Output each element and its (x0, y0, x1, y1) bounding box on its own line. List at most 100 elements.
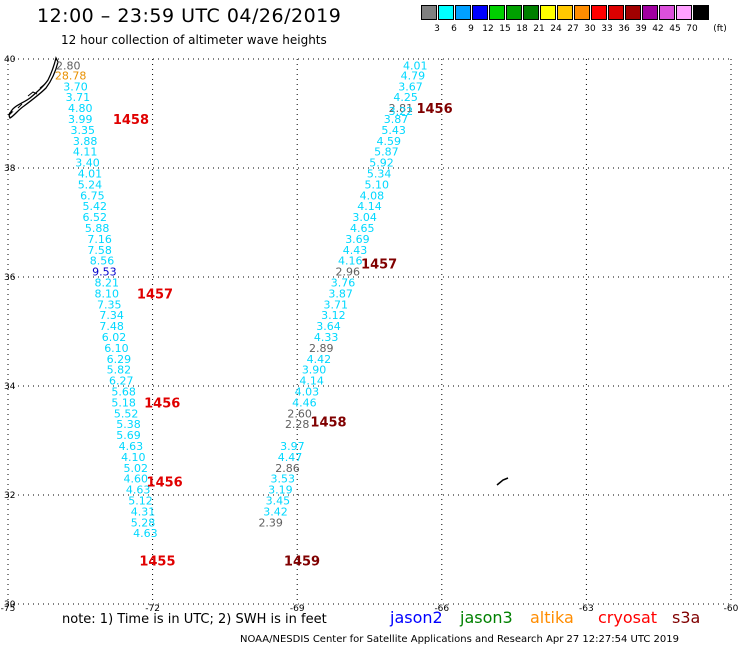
time-label: 1457 (137, 287, 173, 302)
wave-height-value: 4.10 (121, 451, 146, 464)
wave-height-value: 5.28 (131, 516, 156, 529)
time-label: 1458 (113, 113, 149, 128)
coastline (8, 56, 509, 486)
time-label: 1456 (416, 102, 452, 117)
footer-credit: NOAA/NESDIS Center for Satellite Applica… (240, 634, 679, 645)
wave-height-value: 3.19 (268, 484, 293, 497)
color-swatch (489, 5, 505, 20)
wave-height-value: 2.81 (389, 102, 414, 115)
color-scale-unit: (ft) (713, 24, 727, 34)
wave-height-value: 4.46 (292, 396, 317, 409)
wave-height-value: 5.52 (114, 407, 139, 420)
units-note: note: 1) Time is in UTC; 2) SWH is in fe… (62, 612, 327, 627)
time-label: 1456 (144, 396, 180, 411)
wave-height-value: 3.53 (270, 473, 295, 486)
color-swatch (574, 5, 590, 20)
wave-height-value: 3.22 (389, 105, 414, 118)
wave-height-value: 3.70 (63, 80, 88, 93)
wave-height-value: 4.08 (360, 189, 385, 202)
wave-height-value: 4.80 (68, 102, 93, 115)
wave-height-value: 5.34 (367, 167, 392, 180)
wave-height-value: 3.71 (324, 298, 349, 311)
wave-height-value: 8.21 (95, 276, 120, 289)
color-scale-label: 45 (669, 24, 681, 34)
wave-height-value: 5.02 (123, 462, 148, 475)
wave-height-value: 7.16 (87, 233, 112, 246)
wave-height-value: 5.82 (107, 364, 132, 377)
wave-height-value: 5.42 (83, 200, 108, 213)
wave-height-value: 4.63 (126, 484, 151, 497)
wave-height-value: 2.28 (285, 418, 310, 431)
color-scale-label: 12 (482, 24, 494, 34)
wave-height-value: 3.40 (75, 157, 100, 170)
time-label: 1458 (310, 415, 346, 430)
wave-height-value: 2.80 (56, 60, 81, 73)
x-tick-label: -69 (290, 604, 305, 614)
wave-height-value: 7.58 (87, 244, 112, 257)
wave-height-value: 4.65 (350, 222, 375, 235)
wave-height-value: 5.10 (364, 178, 389, 191)
wave-height-value: 6.29 (107, 353, 132, 366)
wave-height-value: 4.11 (73, 146, 98, 159)
wave-height-value: 3.97 (280, 440, 305, 453)
wave-height-value: 7.48 (99, 320, 124, 333)
color-swatch (625, 5, 641, 20)
satellite-legend-item: s3a (672, 608, 701, 627)
y-tick-label: 40 (4, 55, 16, 65)
wave-height-value: 3.12 (321, 309, 346, 322)
wave-height-value: 8.56 (90, 255, 115, 268)
y-tick-label: 38 (4, 164, 16, 174)
wave-height-value: 4.01 (403, 60, 428, 73)
wave-height-value: 4.33 (314, 331, 339, 344)
wave-height-value: 3.99 (68, 113, 93, 126)
wave-height-value: 6.27 (109, 375, 134, 388)
wave-height-value: 4.14 (299, 375, 324, 388)
wave-height-value: 5.87 (374, 146, 399, 159)
long-island-coastline (8, 56, 59, 119)
color-scale-label: 30 (584, 24, 596, 34)
wave-height-value: 8.10 (95, 287, 120, 300)
wave-height-value: 2.39 (258, 516, 283, 529)
axis-tick-labels: -75 -72 -69 -66 -63 -60 40 38 36 34 32 30 (1, 55, 739, 614)
color-swatch (438, 5, 454, 20)
wave-height-value: 3.64 (316, 320, 341, 333)
wave-height-value: 2.89 (309, 342, 334, 355)
time-label: 1455 (139, 554, 175, 569)
wave-height-value: 3.76 (331, 276, 356, 289)
wave-height-value: 5.88 (85, 222, 110, 235)
satellite-legend-item: altika (530, 608, 574, 627)
color-scale-label: 36 (618, 24, 630, 34)
wave-height-value: 4.01 (78, 167, 103, 180)
color-swatch (591, 5, 607, 20)
wave-height-value: 4.31 (131, 505, 156, 518)
color-scale-label: 27 (567, 24, 579, 34)
wave-height-value: 9.53 (92, 266, 117, 279)
wave-height-value: 2.96 (336, 266, 361, 279)
color-scale-label: 24 (550, 24, 562, 34)
time-labels: 1458 1457 1456 1456 1455 1456 1457 1458 1459 (113, 102, 453, 569)
wave-height-value: 2.60 (287, 407, 312, 420)
wave-height-value: 4.47 (278, 451, 303, 464)
wave-height-value: 4.14 (357, 200, 382, 213)
wave-height-value: 5.18 (111, 396, 136, 409)
color-scale-label: 42 (652, 24, 664, 34)
color-scale-label: 21 (533, 24, 545, 34)
wave-height-value: 6.75 (80, 189, 105, 202)
wave-height-value: 3.87 (384, 113, 409, 126)
color-swatch (693, 5, 709, 20)
wave-height-value: 4.63 (133, 527, 158, 540)
x-tick-label: -63 (579, 604, 594, 614)
color-swatch (523, 5, 539, 20)
wave-height-value: 3.67 (398, 80, 423, 93)
shore-detail (17, 83, 46, 109)
x-tick-label: -75 (1, 604, 16, 614)
wave-height-value: 3.69 (345, 233, 370, 246)
wave-height-value: 5.68 (111, 385, 136, 398)
wave-height-value: 4.60 (123, 473, 148, 486)
wave-height-value: 5.24 (78, 178, 103, 191)
wave-height-value: 3.04 (352, 211, 377, 224)
wave-height-value: 5.43 (381, 124, 406, 137)
color-swatch (608, 5, 624, 20)
wave-height-value: 4.42 (307, 353, 332, 366)
color-swatch (455, 5, 471, 20)
